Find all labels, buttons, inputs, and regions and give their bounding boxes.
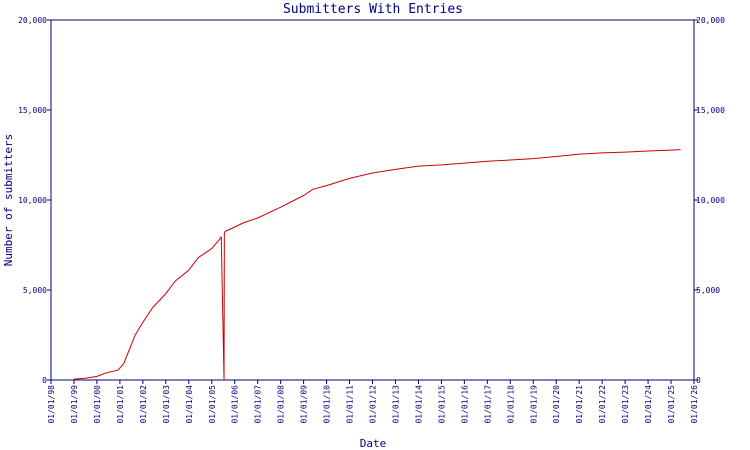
x-tick-label: 01/01/15 — [437, 385, 446, 424]
x-tick-label: 01/01/98 — [47, 385, 56, 424]
series-line — [73, 149, 681, 381]
x-tick-label: 01/01/19 — [529, 385, 538, 424]
x-tick-label: 01/01/25 — [667, 385, 676, 424]
x-tick-label: 01/01/04 — [185, 385, 194, 424]
y-tick-label-left: 0 — [42, 376, 47, 385]
y-tick-label-left: 20,000 — [18, 16, 47, 25]
series-group — [73, 149, 681, 381]
x-tick-label: 01/01/02 — [139, 385, 148, 424]
y-axis-label: Number of submitters — [2, 134, 15, 266]
chart-title: Submitters With Entries — [283, 2, 463, 17]
x-ticks: 01/01/98 01/01/99 01/01/00 01/01/01 01/01/02… — [47, 380, 699, 424]
y-tick-label-right: 5,000 — [696, 286, 720, 295]
x-tick-label: 01/01/23 — [621, 385, 630, 424]
y-tick-label-right: 15,000 — [696, 106, 725, 115]
x-tick-label: 01/01/18 — [506, 385, 515, 424]
x-tick-label: 01/01/21 — [575, 385, 584, 424]
x-tick-label: 01/01/20 — [552, 385, 561, 424]
x-tick-label: 01/01/06 — [231, 385, 240, 424]
y-ticks-right: 0 5,000 10,000 15,000 20,000 — [694, 16, 725, 385]
x-tick-label: 01/01/24 — [644, 385, 653, 424]
x-tick-label: 01/01/00 — [93, 385, 102, 424]
x-tick-label: 01/01/22 — [598, 385, 607, 424]
x-axis-label: Date — [360, 437, 387, 450]
x-tick-label: 01/01/99 — [70, 385, 79, 424]
x-tick-label: 01/01/26 — [690, 385, 699, 424]
x-tick-label: 01/01/17 — [483, 385, 492, 424]
y-tick-label-left: 15,000 — [18, 106, 47, 115]
x-tick-label: 01/01/10 — [323, 385, 332, 424]
y-tick-label-left: 10,000 — [18, 196, 47, 205]
x-tick-label: 01/01/11 — [346, 385, 355, 424]
x-tick-label: 01/01/09 — [300, 385, 309, 424]
x-tick-label: 01/01/12 — [369, 385, 378, 424]
y-tick-label-left: 5,000 — [23, 286, 47, 295]
x-tick-label: 01/01/14 — [414, 385, 423, 424]
x-tick-label: 01/01/03 — [162, 385, 171, 424]
x-tick-label: 01/01/08 — [277, 385, 286, 424]
y-tick-label-right: 10,000 — [696, 196, 725, 205]
x-tick-label: 01/01/05 — [208, 385, 217, 424]
x-tick-label: 01/01/07 — [254, 385, 263, 424]
y-tick-label-right: 0 — [696, 376, 701, 385]
y-tick-label-right: 20,000 — [696, 16, 725, 25]
x-tick-label: 01/01/16 — [460, 385, 469, 424]
y-ticks-left: 0 5,000 10,000 15,000 20,000 — [18, 16, 51, 385]
x-tick-label: 01/01/01 — [116, 385, 125, 424]
plot-frame — [50, 19, 695, 381]
x-tick-label: 01/01/13 — [391, 385, 400, 424]
